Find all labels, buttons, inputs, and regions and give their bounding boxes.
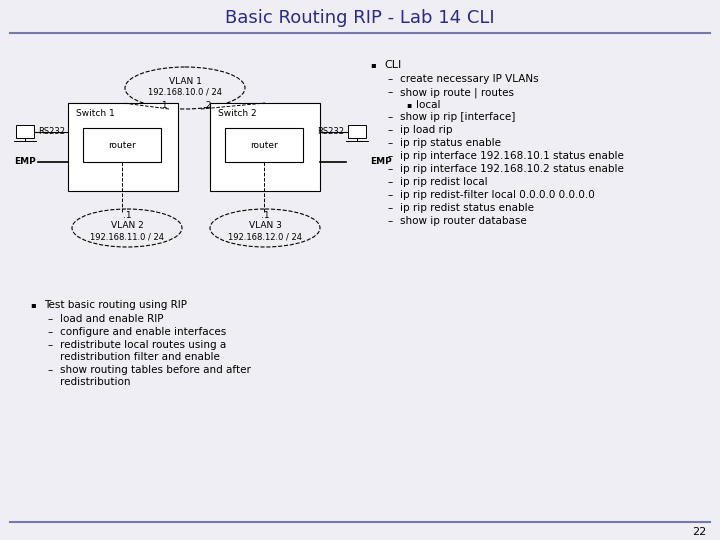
Text: 192.168.11.0 / 24: 192.168.11.0 / 24 (90, 233, 164, 241)
Text: ▪: ▪ (406, 100, 411, 109)
Text: Basic Routing RIP - Lab 14 CLI: Basic Routing RIP - Lab 14 CLI (225, 9, 495, 27)
Text: show ip route | routes: show ip route | routes (400, 87, 514, 98)
Text: .2: .2 (203, 102, 211, 111)
Text: EMP: EMP (14, 158, 36, 166)
Text: 192.168.10.0 / 24: 192.168.10.0 / 24 (148, 87, 222, 97)
Text: Test basic routing using RIP: Test basic routing using RIP (44, 300, 187, 310)
FancyBboxPatch shape (348, 125, 366, 138)
Text: ip rip redist status enable: ip rip redist status enable (400, 203, 534, 213)
Text: local: local (416, 100, 441, 110)
Text: VLAN 1: VLAN 1 (168, 77, 202, 85)
FancyBboxPatch shape (16, 125, 34, 138)
Text: CLI: CLI (384, 60, 401, 70)
Text: 192.168.12.0 / 24: 192.168.12.0 / 24 (228, 233, 302, 241)
FancyBboxPatch shape (225, 128, 303, 162)
Text: redistribution filter and enable: redistribution filter and enable (60, 352, 220, 362)
FancyBboxPatch shape (68, 103, 178, 191)
Text: –: – (388, 164, 393, 174)
Text: –: – (388, 151, 393, 161)
FancyBboxPatch shape (210, 103, 320, 191)
Text: .1: .1 (261, 212, 269, 220)
Text: RS232: RS232 (38, 127, 65, 137)
Text: –: – (388, 74, 393, 84)
Text: ip rip interface 192.168.10.2 status enable: ip rip interface 192.168.10.2 status ena… (400, 164, 624, 174)
Text: configure and enable interfaces: configure and enable interfaces (60, 327, 226, 337)
Text: VLAN 3: VLAN 3 (248, 221, 282, 231)
Text: show ip router database: show ip router database (400, 216, 527, 226)
Text: create necessary IP VLANs: create necessary IP VLANs (400, 74, 539, 84)
Text: redistribute local routes using a: redistribute local routes using a (60, 340, 226, 350)
Text: load and enable RIP: load and enable RIP (60, 314, 163, 324)
Text: show routing tables before and after: show routing tables before and after (60, 365, 251, 375)
Text: show ip rip [interface]: show ip rip [interface] (400, 112, 516, 122)
Text: –: – (388, 87, 393, 97)
Text: –: – (48, 314, 53, 324)
Text: Switch 1: Switch 1 (76, 109, 114, 118)
Text: Switch 2: Switch 2 (218, 109, 256, 118)
Text: .1: .1 (122, 212, 131, 220)
Text: router: router (250, 140, 278, 150)
Text: VLAN 2: VLAN 2 (111, 221, 143, 231)
Text: –: – (48, 327, 53, 337)
Text: –: – (388, 112, 393, 122)
Text: –: – (388, 190, 393, 200)
Text: .1: .1 (158, 102, 167, 111)
Text: –: – (388, 177, 393, 187)
Text: –: – (48, 365, 53, 375)
Text: ip rip status enable: ip rip status enable (400, 138, 501, 148)
Text: EMP: EMP (370, 158, 392, 166)
Text: redistribution: redistribution (60, 377, 130, 387)
Text: ip rip redist local: ip rip redist local (400, 177, 487, 187)
Text: ip rip redist-filter local 0.0.0.0 0.0.0.0: ip rip redist-filter local 0.0.0.0 0.0.0… (400, 190, 595, 200)
FancyBboxPatch shape (83, 128, 161, 162)
Text: ip rip interface 192.168.10.1 status enable: ip rip interface 192.168.10.1 status ena… (400, 151, 624, 161)
Text: router: router (108, 140, 136, 150)
Text: ▪: ▪ (370, 60, 376, 69)
Text: ▪: ▪ (30, 300, 35, 309)
Text: –: – (388, 125, 393, 135)
Text: –: – (388, 138, 393, 148)
Text: –: – (48, 340, 53, 350)
Text: ip load rip: ip load rip (400, 125, 452, 135)
Text: –: – (388, 203, 393, 213)
Text: 22: 22 (692, 527, 706, 537)
Text: RS232: RS232 (317, 127, 344, 137)
Text: –: – (388, 216, 393, 226)
